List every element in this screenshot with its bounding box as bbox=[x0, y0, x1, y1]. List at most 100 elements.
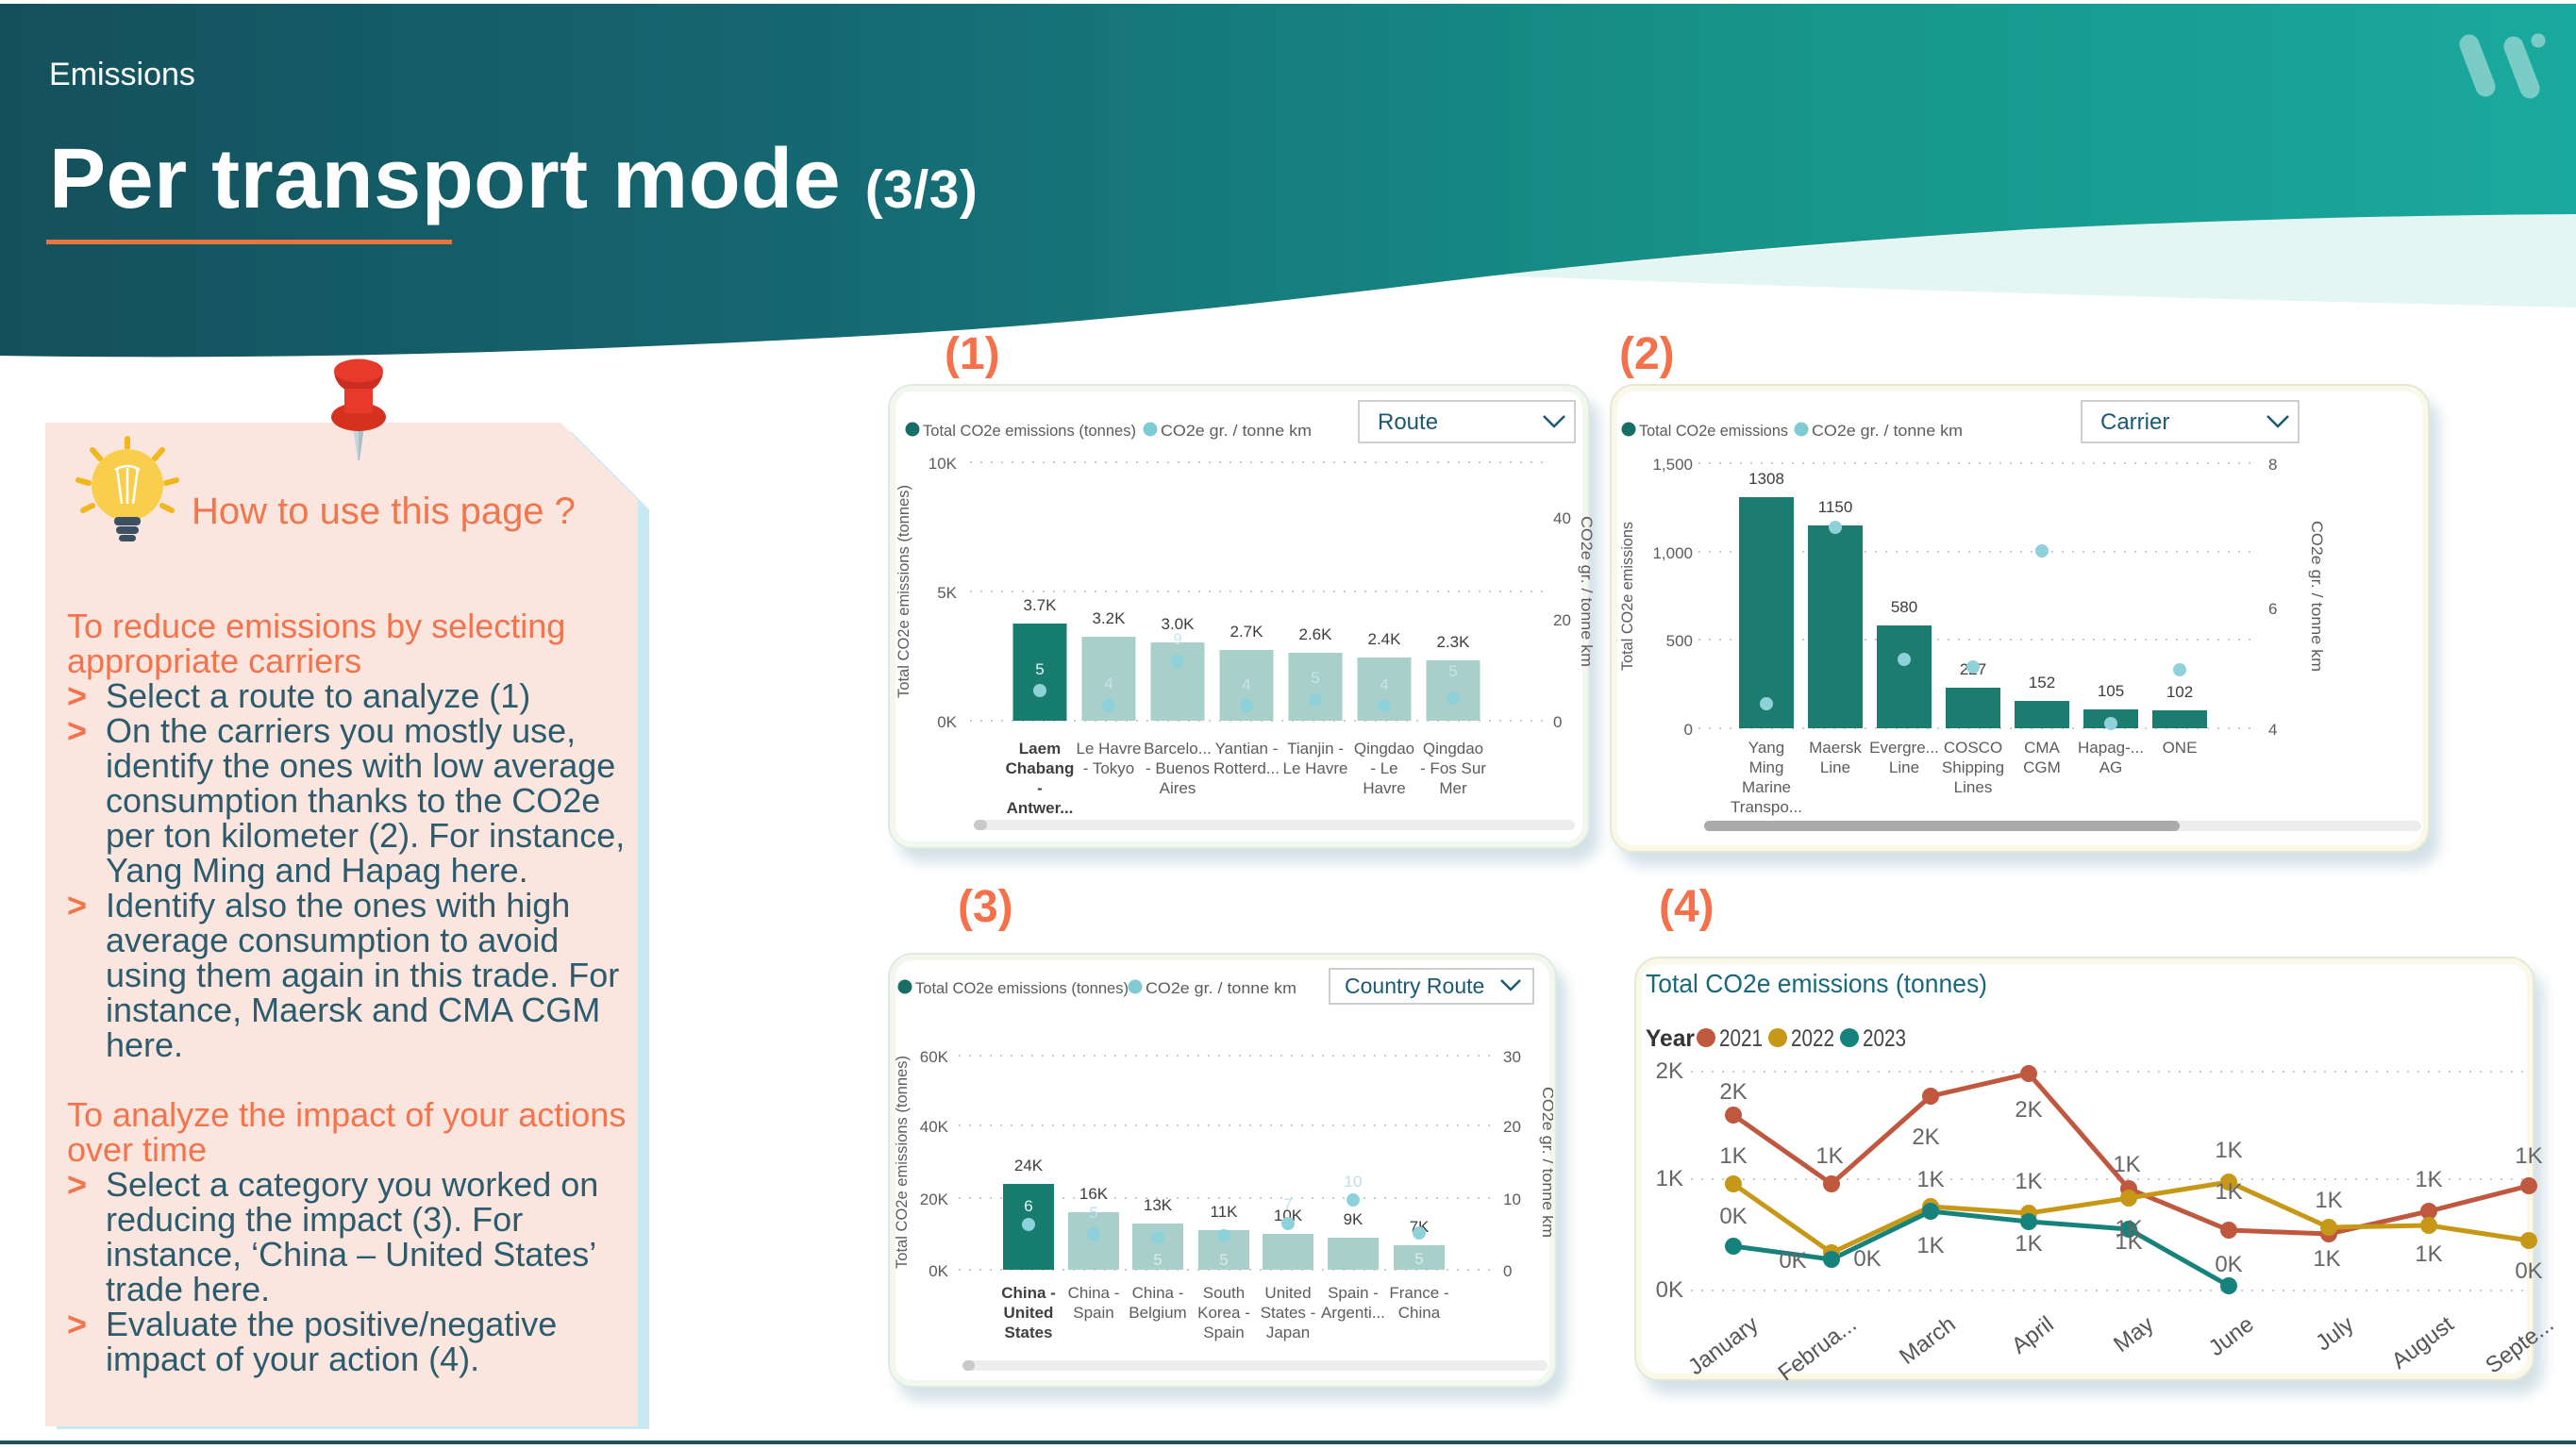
svg-text:4: 4 bbox=[1380, 675, 1388, 693]
svg-text:- Buenos: - Buenos bbox=[1146, 759, 1210, 777]
svg-text:1K: 1K bbox=[2415, 1241, 2442, 1267]
svg-text:June: June bbox=[2204, 1311, 2259, 1361]
svg-text:2K: 2K bbox=[1719, 1079, 1747, 1105]
svg-text:Line: Line bbox=[1820, 758, 1850, 776]
svg-text:China -: China - bbox=[1001, 1284, 1056, 1302]
svg-text:Havre: Havre bbox=[1363, 779, 1405, 797]
svg-text:2023: 2023 bbox=[1863, 1025, 1906, 1052]
svg-text:China -: China - bbox=[1132, 1284, 1184, 1302]
svg-text:China: China bbox=[1398, 1304, 1441, 1322]
svg-text:102: 102 bbox=[2166, 683, 2193, 701]
svg-text:24K: 24K bbox=[1014, 1157, 1044, 1174]
svg-text:20K: 20K bbox=[920, 1191, 949, 1208]
svg-text:Yantian -: Yantian - bbox=[1215, 740, 1279, 758]
svg-text:Belgium: Belgium bbox=[1129, 1304, 1186, 1322]
svg-text:Barcelo...: Barcelo... bbox=[1144, 740, 1212, 758]
svg-text:Year: Year bbox=[1646, 1025, 1695, 1052]
svg-text:January: January bbox=[1683, 1311, 1763, 1380]
svg-text:0K: 0K bbox=[1719, 1204, 1747, 1229]
svg-text:0K: 0K bbox=[2215, 1252, 2242, 1277]
svg-text:580: 580 bbox=[1891, 598, 1917, 616]
svg-text:Total CO2e emissions (tonnes): Total CO2e emissions (tonnes) bbox=[895, 485, 912, 698]
svg-text:AG: AG bbox=[2099, 758, 2123, 776]
svg-text:CMA: CMA bbox=[2024, 739, 2060, 757]
svg-text:30: 30 bbox=[1503, 1048, 1521, 1066]
svg-text:2K: 2K bbox=[1912, 1124, 1939, 1150]
svg-text:1K: 1K bbox=[2215, 1138, 2242, 1163]
svg-text:2.4K: 2.4K bbox=[1368, 630, 1402, 648]
svg-text:Total CO2e emissions (tonnes): Total CO2e emissions (tonnes) bbox=[893, 1056, 911, 1269]
svg-text:States: States bbox=[1004, 1324, 1052, 1341]
svg-text:105: 105 bbox=[2098, 682, 2124, 700]
svg-text:States -: States - bbox=[1261, 1304, 1316, 1322]
svg-text:3.2K: 3.2K bbox=[1093, 609, 1127, 627]
svg-text:0K: 0K bbox=[1656, 1277, 1683, 1303]
svg-text:Septe...: Septe... bbox=[2481, 1311, 2558, 1378]
svg-text:1K: 1K bbox=[2415, 1167, 2442, 1192]
svg-text:Shipping: Shipping bbox=[1942, 758, 2004, 776]
svg-text:1K: 1K bbox=[1916, 1167, 1944, 1192]
svg-text:- Fos Sur: - Fos Sur bbox=[1420, 759, 1486, 777]
svg-text:40: 40 bbox=[1553, 509, 1571, 527]
svg-text:CGM: CGM bbox=[2023, 758, 2061, 776]
svg-text:1K: 1K bbox=[2315, 1188, 2342, 1213]
svg-text:1K: 1K bbox=[2313, 1246, 2340, 1272]
svg-text:2022: 2022 bbox=[1791, 1025, 1834, 1052]
svg-text:Aires: Aires bbox=[1160, 779, 1196, 797]
svg-text:Qingdao: Qingdao bbox=[1354, 740, 1414, 758]
svg-text:CO2e gr. / tonne km: CO2e gr. / tonne km bbox=[1161, 422, 1312, 440]
svg-text:0K: 0K bbox=[2515, 1258, 2542, 1284]
svg-text:April: April bbox=[2007, 1311, 2059, 1358]
svg-text:CO2e gr. / tonne km: CO2e gr. / tonne km bbox=[1578, 516, 1596, 667]
svg-text:2021: 2021 bbox=[1719, 1025, 1763, 1052]
svg-text:COSCO: COSCO bbox=[1944, 739, 2002, 757]
svg-text:152: 152 bbox=[2029, 674, 2055, 691]
svg-text:16K: 16K bbox=[1079, 1185, 1109, 1203]
svg-text:1,500: 1,500 bbox=[1652, 456, 1693, 474]
svg-text:1K: 1K bbox=[2115, 1216, 2142, 1241]
svg-text:July: July bbox=[2311, 1311, 2358, 1356]
svg-text:Lines: Lines bbox=[1954, 778, 1993, 796]
svg-text:3.7K: 3.7K bbox=[1024, 596, 1058, 614]
svg-text:Hapag-...: Hapag-... bbox=[2078, 739, 2144, 757]
svg-text:5: 5 bbox=[1035, 660, 1044, 678]
svg-text:10K: 10K bbox=[928, 455, 958, 473]
svg-text:2K: 2K bbox=[2015, 1097, 2042, 1123]
svg-text:60K: 60K bbox=[920, 1048, 949, 1066]
svg-text:2.6K: 2.6K bbox=[1299, 625, 1333, 643]
svg-text:France -: France - bbox=[1389, 1284, 1448, 1302]
svg-text:2K: 2K bbox=[1656, 1058, 1683, 1084]
svg-text:5: 5 bbox=[1448, 662, 1457, 680]
svg-text:South: South bbox=[1203, 1284, 1245, 1302]
svg-text:11K: 11K bbox=[1211, 1203, 1239, 1221]
svg-text:1K: 1K bbox=[2015, 1231, 2042, 1257]
svg-text:Line: Line bbox=[1889, 758, 1919, 776]
svg-text:Total CO2e emissions: Total CO2e emissions bbox=[1618, 522, 1636, 671]
svg-text:Qingdao: Qingdao bbox=[1423, 740, 1483, 758]
svg-text:Le Havre: Le Havre bbox=[1283, 759, 1348, 777]
svg-text:CO2e gr. / tonne km: CO2e gr. / tonne km bbox=[2308, 521, 2326, 672]
svg-text:Spain -: Spain - bbox=[1328, 1284, 1379, 1302]
svg-text:5: 5 bbox=[1311, 669, 1319, 687]
svg-text:Yang: Yang bbox=[1748, 739, 1784, 757]
svg-text:4: 4 bbox=[2268, 721, 2277, 739]
svg-text:Laem: Laem bbox=[1019, 740, 1061, 758]
svg-text:Rotterd...: Rotterd... bbox=[1213, 759, 1280, 777]
svg-text:10: 10 bbox=[1503, 1191, 1521, 1208]
svg-text:40K: 40K bbox=[920, 1118, 949, 1136]
svg-text:5K: 5K bbox=[937, 584, 957, 602]
svg-text:4: 4 bbox=[1104, 675, 1112, 692]
svg-text:March: March bbox=[1895, 1311, 1961, 1370]
svg-text:1K: 1K bbox=[2113, 1152, 2140, 1177]
svg-text:Route: Route bbox=[1378, 409, 1438, 435]
svg-text:6: 6 bbox=[2268, 600, 2277, 618]
svg-text:Ming: Ming bbox=[1749, 758, 1784, 776]
svg-text:Transpo...: Transpo... bbox=[1731, 798, 1802, 816]
svg-text:7: 7 bbox=[1283, 1195, 1292, 1213]
svg-text:1308: 1308 bbox=[1748, 470, 1784, 488]
svg-text:Maersk: Maersk bbox=[1809, 739, 1862, 757]
svg-text:0: 0 bbox=[1503, 1262, 1512, 1280]
svg-text:20: 20 bbox=[1553, 611, 1571, 629]
svg-text:Chabang: Chabang bbox=[1006, 759, 1075, 777]
svg-text:9: 9 bbox=[1173, 630, 1181, 648]
